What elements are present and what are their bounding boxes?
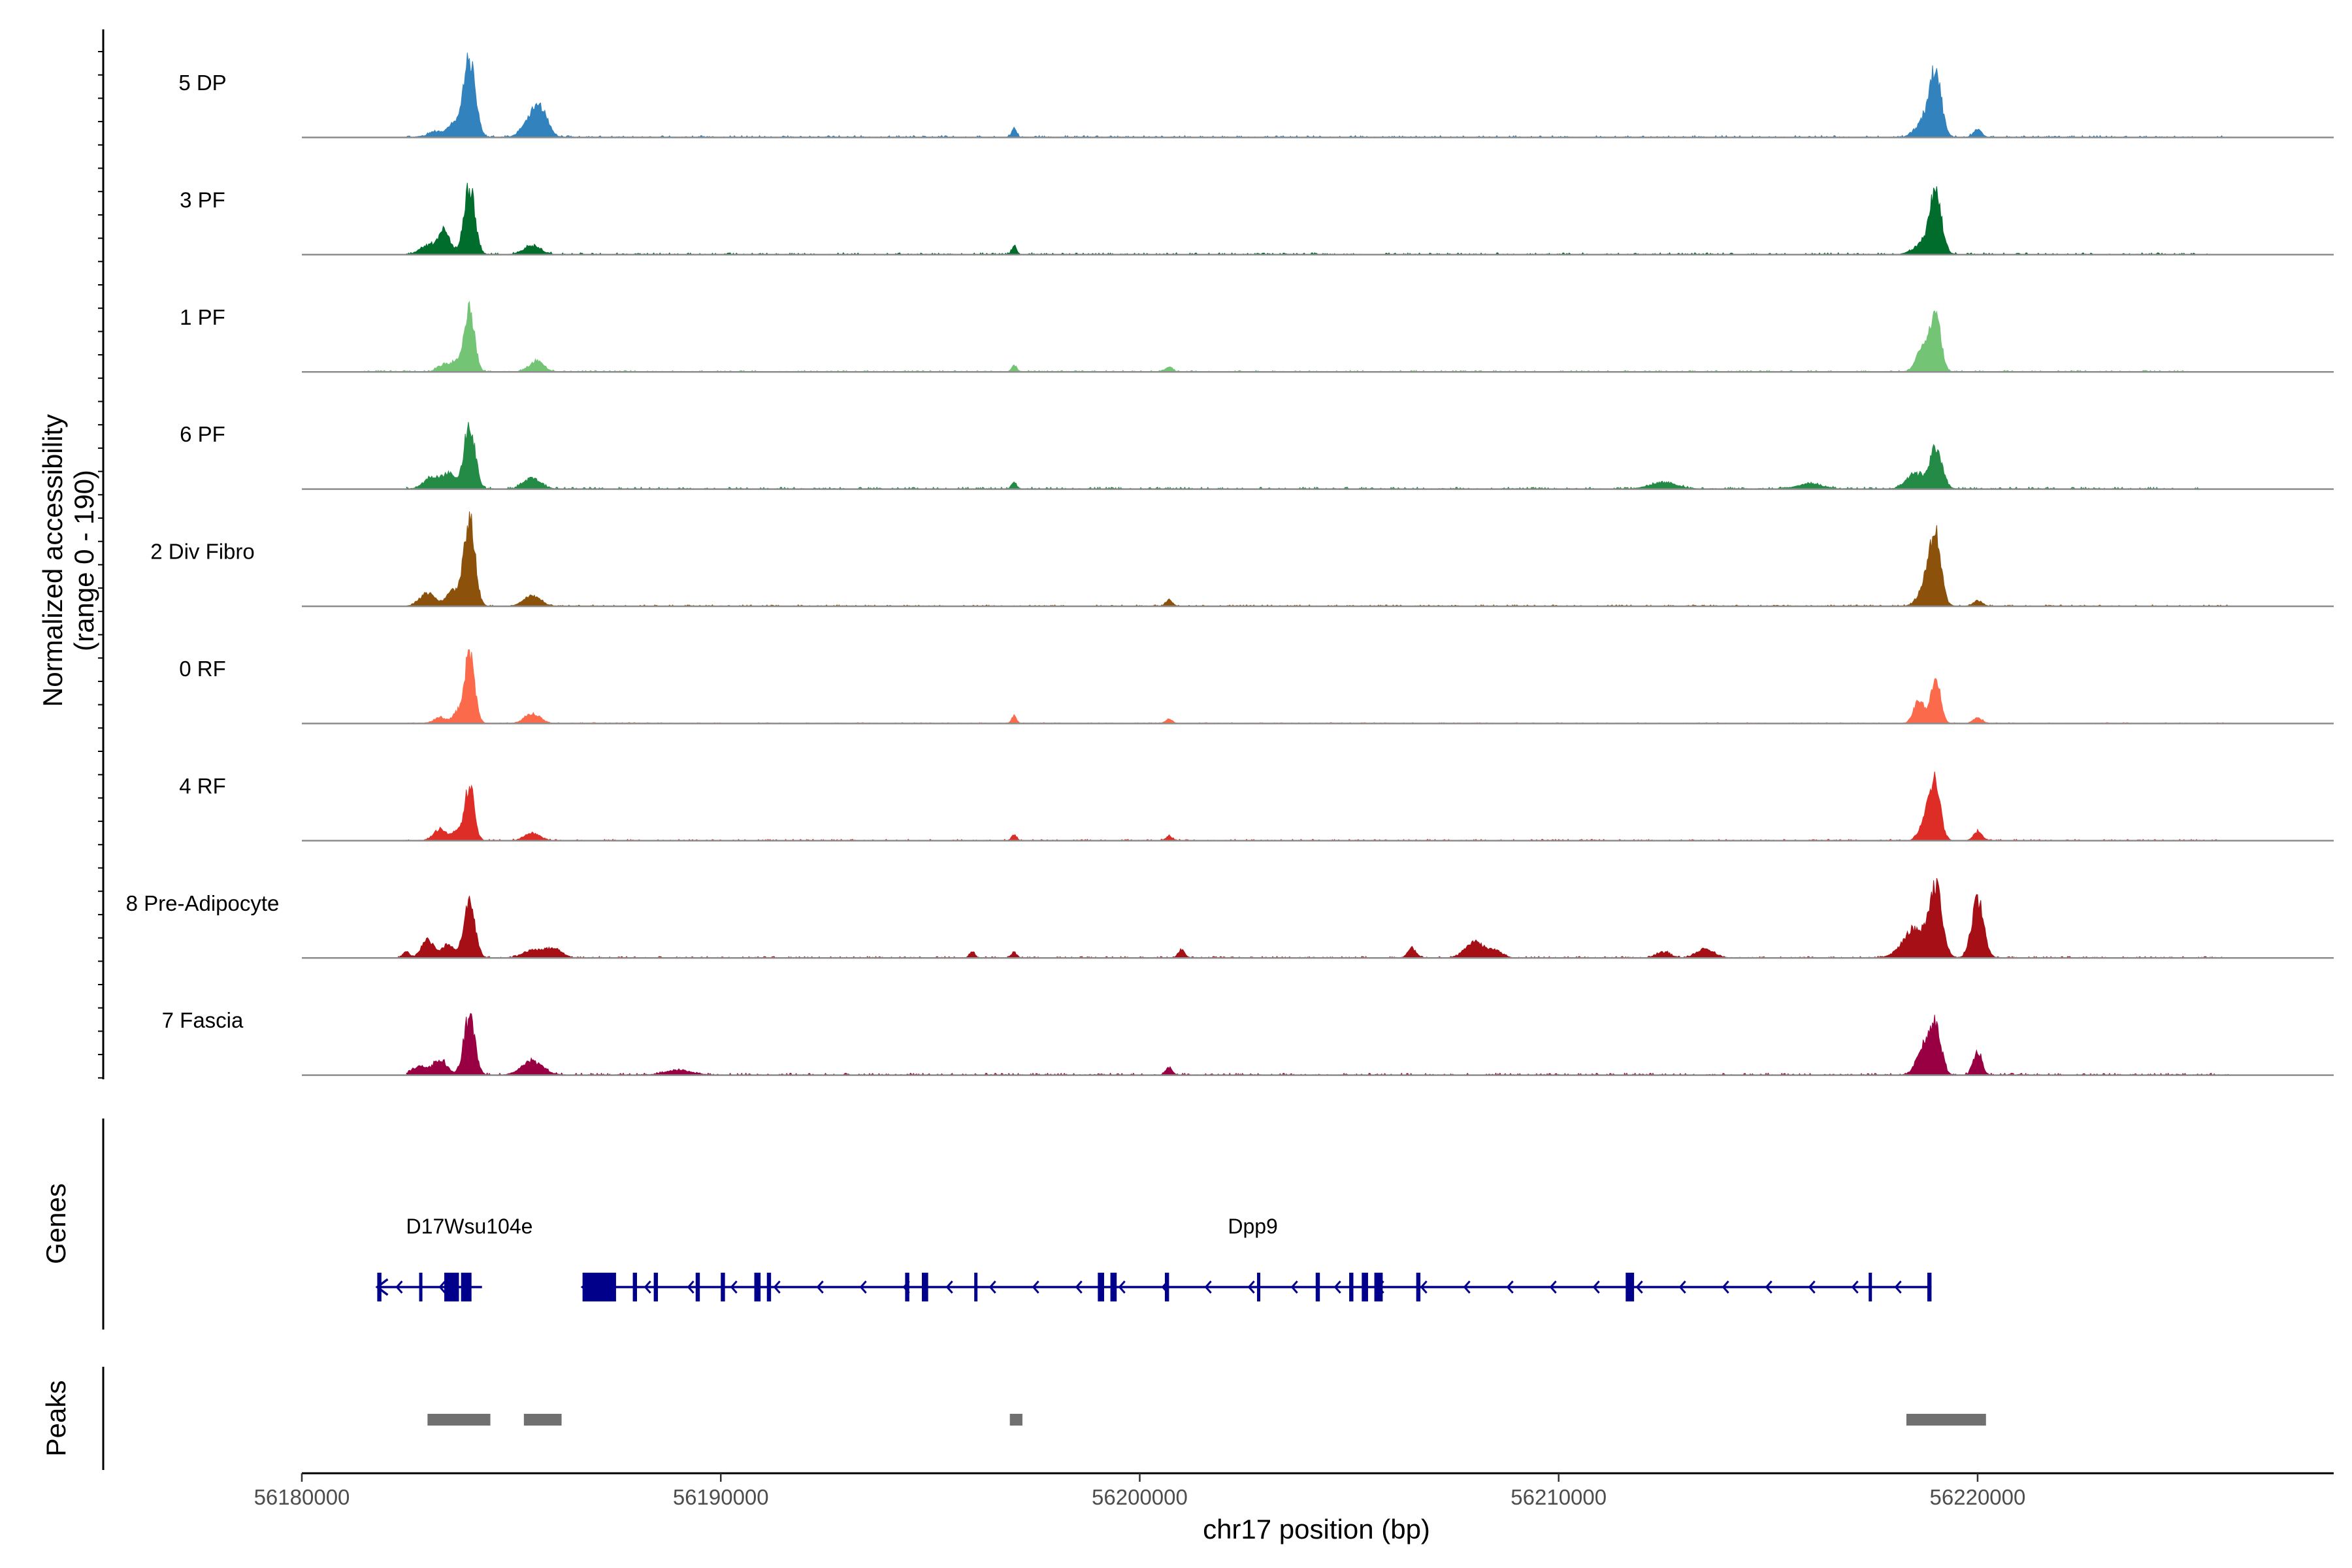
strand-arrow — [1765, 1281, 1772, 1294]
track-0-rf: 0 RF — [179, 649, 2334, 725]
exon — [1927, 1273, 1932, 1301]
exon — [1110, 1273, 1117, 1301]
strand-arrow — [395, 1281, 403, 1294]
track-3-pf: 3 PF — [180, 182, 2334, 256]
x-tick-label: 56210000 — [1511, 1485, 1607, 1509]
x-tick-label: 56180000 — [254, 1485, 350, 1509]
strand-arrow — [1635, 1281, 1643, 1294]
track-2-div-fibro: 2 Div Fibro — [150, 511, 2334, 608]
exon — [1098, 1273, 1104, 1301]
exon — [974, 1273, 978, 1301]
strand-arrow — [1118, 1281, 1126, 1294]
exon — [922, 1273, 928, 1301]
track-label-8-pre-adipocyte: 8 Pre-Adipocyte — [126, 891, 280, 915]
peak-region — [1009, 1414, 1022, 1426]
exon — [754, 1273, 761, 1301]
strand-arrow — [773, 1281, 781, 1294]
exon — [1869, 1273, 1872, 1301]
exon — [1257, 1273, 1261, 1301]
gene-label-dpp9: Dpp9 — [1228, 1215, 1278, 1238]
exon — [1374, 1273, 1383, 1301]
strand-arrow — [1420, 1281, 1428, 1294]
peaks-track — [427, 1414, 1986, 1426]
exon — [1362, 1273, 1368, 1301]
strand-arrow — [1075, 1281, 1083, 1294]
coverage-tracks: 5 DP 3 PF 1 PF 6 PF 2 Div Fibro 0 RF 4 RF 8 Pre… — [126, 52, 2334, 1076]
coverage-y-ticks — [98, 51, 103, 1079]
strand-arrow — [1808, 1281, 1816, 1294]
strand-arrow — [1247, 1281, 1255, 1294]
strand-arrow — [1463, 1281, 1471, 1294]
genes-track: D17Wsu104e Dpp9 — [375, 1215, 1932, 1301]
track-5-dp: 5 DP — [178, 52, 2334, 139]
gene-d17wsu104e: D17Wsu104e — [375, 1215, 533, 1301]
strand-arrow — [1204, 1281, 1212, 1294]
exon — [721, 1273, 725, 1301]
track-label-7-fascia: 7 Fascia — [162, 1008, 244, 1032]
strand-arrow — [1290, 1281, 1298, 1294]
strand-arrow — [687, 1281, 694, 1294]
exon — [582, 1273, 616, 1301]
strand-arrow — [859, 1281, 867, 1294]
strand-arrow — [730, 1281, 738, 1294]
y-axis-title-line: (range 0 - 190) — [69, 470, 99, 651]
peak-region — [1906, 1414, 1986, 1426]
track-8-pre-adipocyte: 8 Pre-Adipocyte — [126, 877, 2334, 959]
exon — [419, 1273, 423, 1301]
y-axis-title: Normalized accessibility(range 0 - 190) — [37, 414, 99, 707]
strand-arrow — [1592, 1281, 1600, 1294]
exon — [695, 1273, 700, 1301]
gene-dpp9: Dpp9 — [580, 1215, 1932, 1301]
exon — [1349, 1273, 1354, 1301]
exon — [461, 1273, 472, 1301]
strand-arrow — [1549, 1281, 1557, 1294]
track-label-6-pf: 6 PF — [180, 422, 225, 446]
exon — [1625, 1273, 1635, 1301]
strand-arrow — [1851, 1281, 1859, 1294]
x-tick-label: 56200000 — [1092, 1485, 1188, 1509]
x-axis-title: chr17 position (bp) — [1203, 1514, 1430, 1544]
exon — [653, 1273, 659, 1301]
strand-arrow — [1678, 1281, 1686, 1294]
peak-region — [427, 1414, 491, 1426]
gene-label-d17wsu104e: D17Wsu104e — [406, 1215, 533, 1238]
strand-arrow — [438, 1281, 446, 1294]
strand-arrow — [1506, 1281, 1514, 1294]
track-7-fascia: 7 Fascia — [162, 1008, 2334, 1076]
strand-arrow — [816, 1281, 824, 1294]
exon — [377, 1273, 382, 1301]
exon — [905, 1273, 909, 1301]
exon — [766, 1273, 772, 1301]
track-1-pf: 1 PF — [180, 301, 2334, 373]
strand-arrow — [945, 1281, 953, 1294]
peak-region — [523, 1414, 562, 1426]
exon — [1315, 1273, 1320, 1301]
x-tick-label: 56220000 — [1930, 1485, 2026, 1509]
peaks-track-title: Peaks — [41, 1380, 71, 1457]
strand-arrow — [1333, 1281, 1341, 1294]
track-4-rf: 4 RF — [179, 772, 2334, 842]
track-label-5-dp: 5 DP — [178, 71, 226, 95]
strand-arrow — [644, 1281, 651, 1294]
track-label-2-div-fibro: 2 Div Fibro — [150, 540, 255, 564]
strand-arrow — [1032, 1281, 1039, 1294]
x-tick-label: 56190000 — [673, 1485, 769, 1509]
track-label-4-rf: 4 RF — [179, 774, 226, 798]
exon — [632, 1273, 637, 1301]
track-label-3-pf: 3 PF — [180, 188, 225, 212]
strand-arrow — [1894, 1281, 1902, 1294]
track-6-pf: 6 PF — [180, 421, 2334, 490]
y-axis-title-line: Normalized accessibility — [37, 414, 68, 707]
genes-track-title: Genes — [41, 1183, 71, 1264]
exon — [444, 1273, 459, 1301]
exon — [1164, 1273, 1169, 1301]
track-label-1-pf: 1 PF — [180, 305, 225, 329]
track-label-0-rf: 0 RF — [179, 657, 226, 681]
x-axis-ticks: 56180000 56190000 56200000 56210000 56220000 — [254, 1473, 2026, 1509]
strand-arrow — [1722, 1281, 1729, 1294]
strand-arrow — [988, 1281, 996, 1294]
exon — [1416, 1273, 1421, 1301]
